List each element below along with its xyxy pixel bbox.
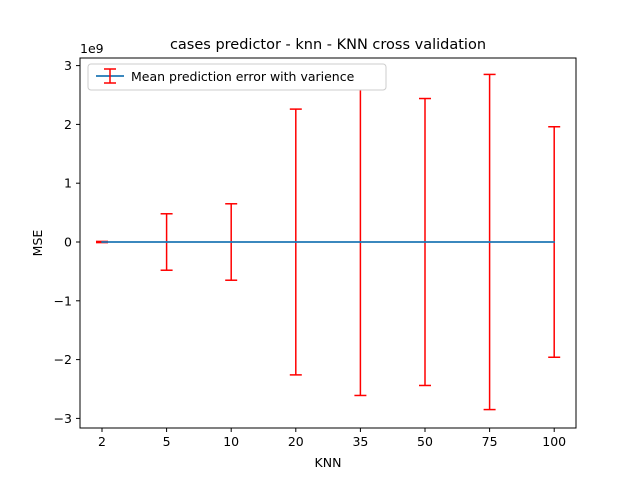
legend-label: Mean prediction error with varience	[131, 69, 355, 84]
legend-box	[87, 63, 387, 91]
legend: Mean prediction error with varience	[87, 63, 387, 91]
x-tick-label: 10	[223, 434, 239, 449]
legend-handle	[96, 68, 124, 84]
data-point	[359, 241, 362, 243]
y-tick-label: 3	[64, 58, 72, 73]
data-point	[488, 241, 491, 243]
y-axis-multiplier: 1e9	[80, 41, 104, 56]
data-point	[101, 241, 103, 243]
x-axis-label: KNN	[315, 455, 342, 470]
x-tick-label: 35	[352, 434, 368, 449]
y-tick-label: −3	[54, 411, 72, 426]
y-tick-label: −2	[54, 352, 72, 367]
plot-frame	[79, 57, 577, 429]
y-axis-label: MSE	[30, 230, 45, 257]
data-point	[553, 241, 556, 243]
data-point	[294, 241, 297, 243]
data-point	[424, 241, 426, 243]
x-tick-label: 75	[482, 434, 498, 449]
x-tick-label: 2	[98, 434, 106, 449]
data-point	[230, 241, 233, 243]
chart-title: cases predictor - knn - KNN cross valida…	[170, 37, 486, 53]
x-tick-label: 5	[163, 434, 171, 449]
x-tick-label: 20	[288, 434, 304, 449]
y-tick-label: 0	[64, 235, 72, 250]
y-tick-label: 1	[64, 176, 72, 191]
y-tick-label: 2	[64, 117, 72, 132]
y-tick-label: −1	[54, 293, 72, 308]
x-tick-label: 100	[542, 434, 566, 449]
data-point	[165, 241, 168, 243]
x-tick-label: 50	[417, 434, 433, 449]
